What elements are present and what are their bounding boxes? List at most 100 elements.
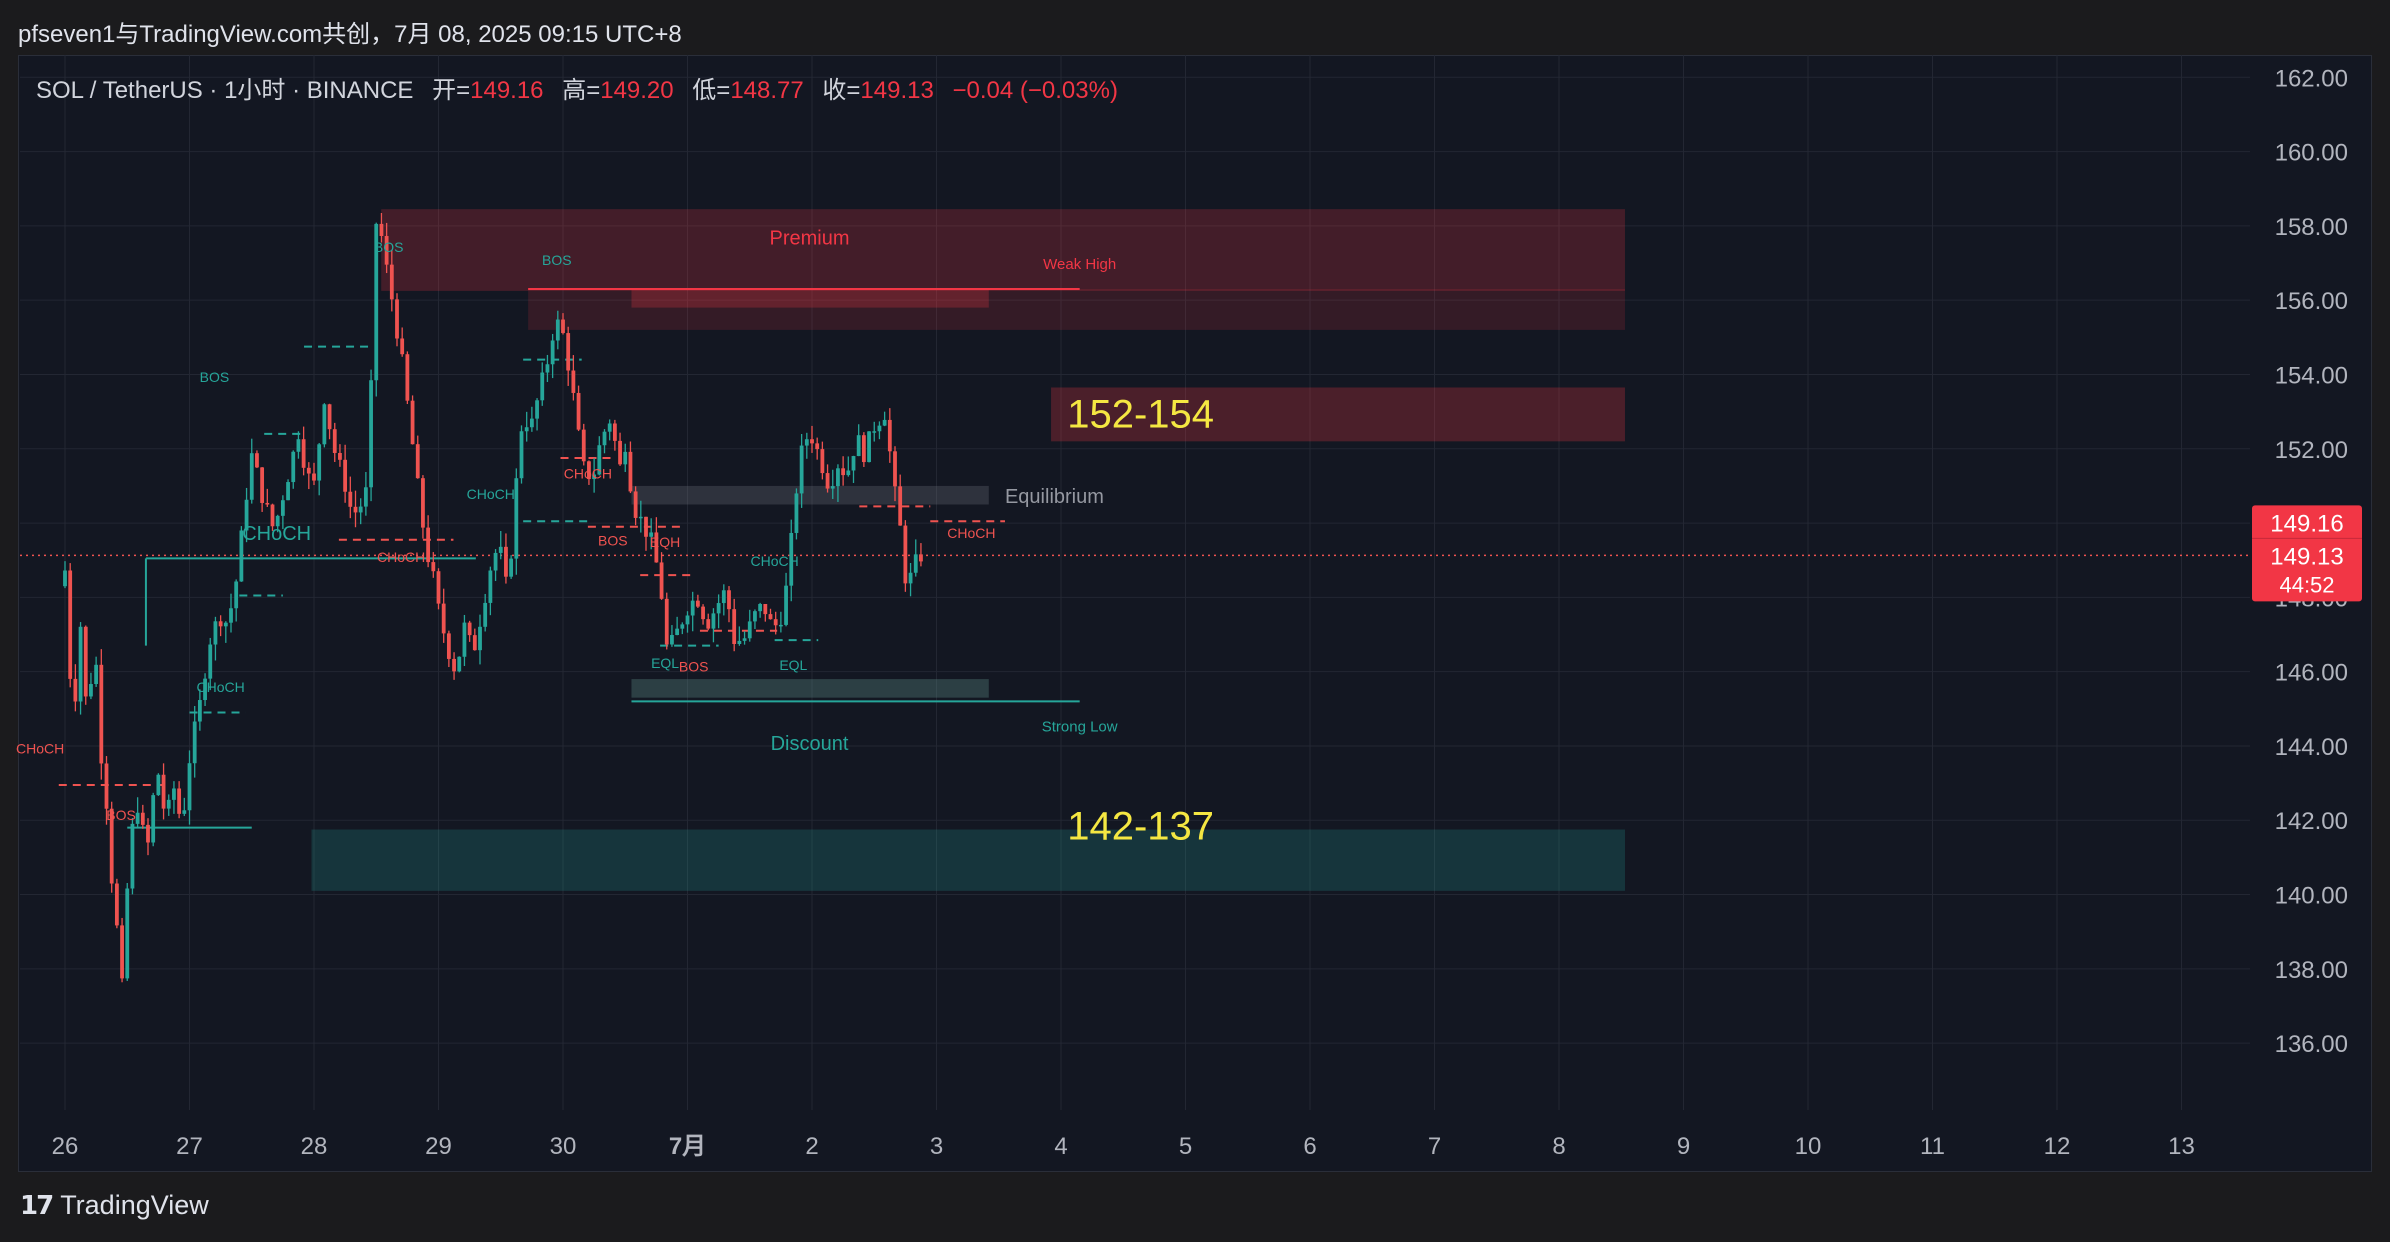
y-tick-label: 160.00 <box>2275 140 2348 167</box>
tradingview-logo[interactable]: 𝟭𝟳 TradingView <box>20 1190 209 1221</box>
candle-body <box>275 515 280 527</box>
candle-body <box>607 423 612 432</box>
candle-body <box>509 558 514 577</box>
candle-body <box>83 626 88 697</box>
candle-body <box>457 656 462 672</box>
candle-body <box>545 364 550 373</box>
structure-label: BOS <box>598 532 628 548</box>
candle-body <box>280 500 285 516</box>
zone-supply <box>1051 387 1625 442</box>
candle-body <box>488 570 493 603</box>
y-tick-label: 154.00 <box>2275 362 2348 389</box>
candle-body <box>504 546 508 577</box>
zone-premium <box>381 209 1625 291</box>
candle-body <box>732 609 737 645</box>
candle-body <box>566 333 571 371</box>
candle-body <box>529 418 534 428</box>
candle-body <box>872 431 877 433</box>
candle-body <box>472 635 477 651</box>
candle-body <box>644 516 648 537</box>
candle-body <box>763 603 768 615</box>
candle-body <box>581 429 586 462</box>
candle-body <box>742 638 747 641</box>
chart-panel[interactable] <box>18 55 2372 1172</box>
candle-body <box>353 506 358 513</box>
candle-body <box>239 530 244 582</box>
candle-body <box>421 478 425 528</box>
candle-body <box>612 423 617 441</box>
candle-body <box>109 808 114 884</box>
candle-body <box>820 449 825 474</box>
candle-body <box>856 435 861 457</box>
y-tick-label: 142.00 <box>2275 808 2348 835</box>
candle-body <box>312 473 316 481</box>
candle-body <box>768 614 773 620</box>
candle-body <box>441 603 446 634</box>
candle-body <box>675 628 680 636</box>
candle-body <box>913 554 918 573</box>
candle-body <box>73 678 78 702</box>
y-tick-label: 158.00 <box>2275 214 2348 241</box>
candle-body <box>296 439 301 452</box>
candle-body <box>851 456 856 471</box>
candle-body <box>587 461 591 480</box>
candle-body <box>659 562 664 599</box>
y-tick-label: 146.00 <box>2275 660 2348 687</box>
structure-label: EQH <box>650 534 680 550</box>
candle-body <box>514 478 519 559</box>
candle-body <box>758 603 763 612</box>
candle-body <box>410 400 415 445</box>
candle-body <box>664 598 669 645</box>
candle-body <box>825 473 830 489</box>
candle-body <box>524 427 529 432</box>
zone-label: Equilibrium <box>1005 486 1104 508</box>
candle-body <box>415 444 420 479</box>
price-tag-box <box>2252 505 2362 602</box>
candle-body <box>789 532 794 586</box>
candle-body <box>327 404 332 430</box>
y-tick-label: 156.00 <box>2275 288 2348 315</box>
candle-body <box>400 338 405 355</box>
candle-body <box>804 439 809 446</box>
x-tick-label: 4 <box>1054 1133 1067 1160</box>
open-value: 149.16 <box>470 77 544 104</box>
candle-body <box>633 491 638 518</box>
candle-body <box>685 615 690 625</box>
zone-demand <box>311 829 1625 891</box>
candle-body <box>301 439 306 468</box>
structure-label: CHoCH <box>377 549 425 565</box>
candle-body <box>721 590 726 604</box>
candle-body <box>846 470 851 476</box>
structure-label: BOS <box>106 807 136 823</box>
zone-label: Discount <box>771 733 849 755</box>
candle-body <box>887 419 892 452</box>
candle-body <box>716 603 721 614</box>
candle-body <box>680 624 685 629</box>
candle-body <box>747 621 752 639</box>
candle-body <box>389 264 394 300</box>
y-tick-label: 144.00 <box>2275 734 2348 761</box>
candle-body <box>462 622 467 657</box>
candle-body <box>555 319 560 341</box>
top-bar: pfseven1与TradingView.com共创，7月 08, 2025 0… <box>0 0 2390 55</box>
candle-body <box>229 608 233 623</box>
candle-body <box>208 644 213 679</box>
x-tick-label: 5 <box>1179 1133 1192 1160</box>
x-tick-label: 10 <box>1795 1133 1822 1160</box>
candle-body <box>550 340 555 365</box>
candle-body <box>561 319 565 334</box>
symbol-info[interactable]: SOL / TetherUS · 1小时 · BINANCE <box>36 77 414 104</box>
x-tick-label: 2 <box>805 1133 818 1160</box>
candle-body <box>255 453 259 468</box>
x-tick-label: 8 <box>1552 1133 1565 1160</box>
close-value: 149.13 <box>860 77 934 104</box>
candle-body <box>799 445 804 494</box>
structure-label: BOS <box>542 252 572 268</box>
zone-equilibrium <box>631 485 989 505</box>
candle-body <box>778 624 783 627</box>
x-tick-label: 9 <box>1677 1133 1690 1160</box>
chart-credit: pfseven1与TradingView.com共创，7月 08, 2025 0… <box>18 21 682 48</box>
candle-body <box>358 506 363 513</box>
